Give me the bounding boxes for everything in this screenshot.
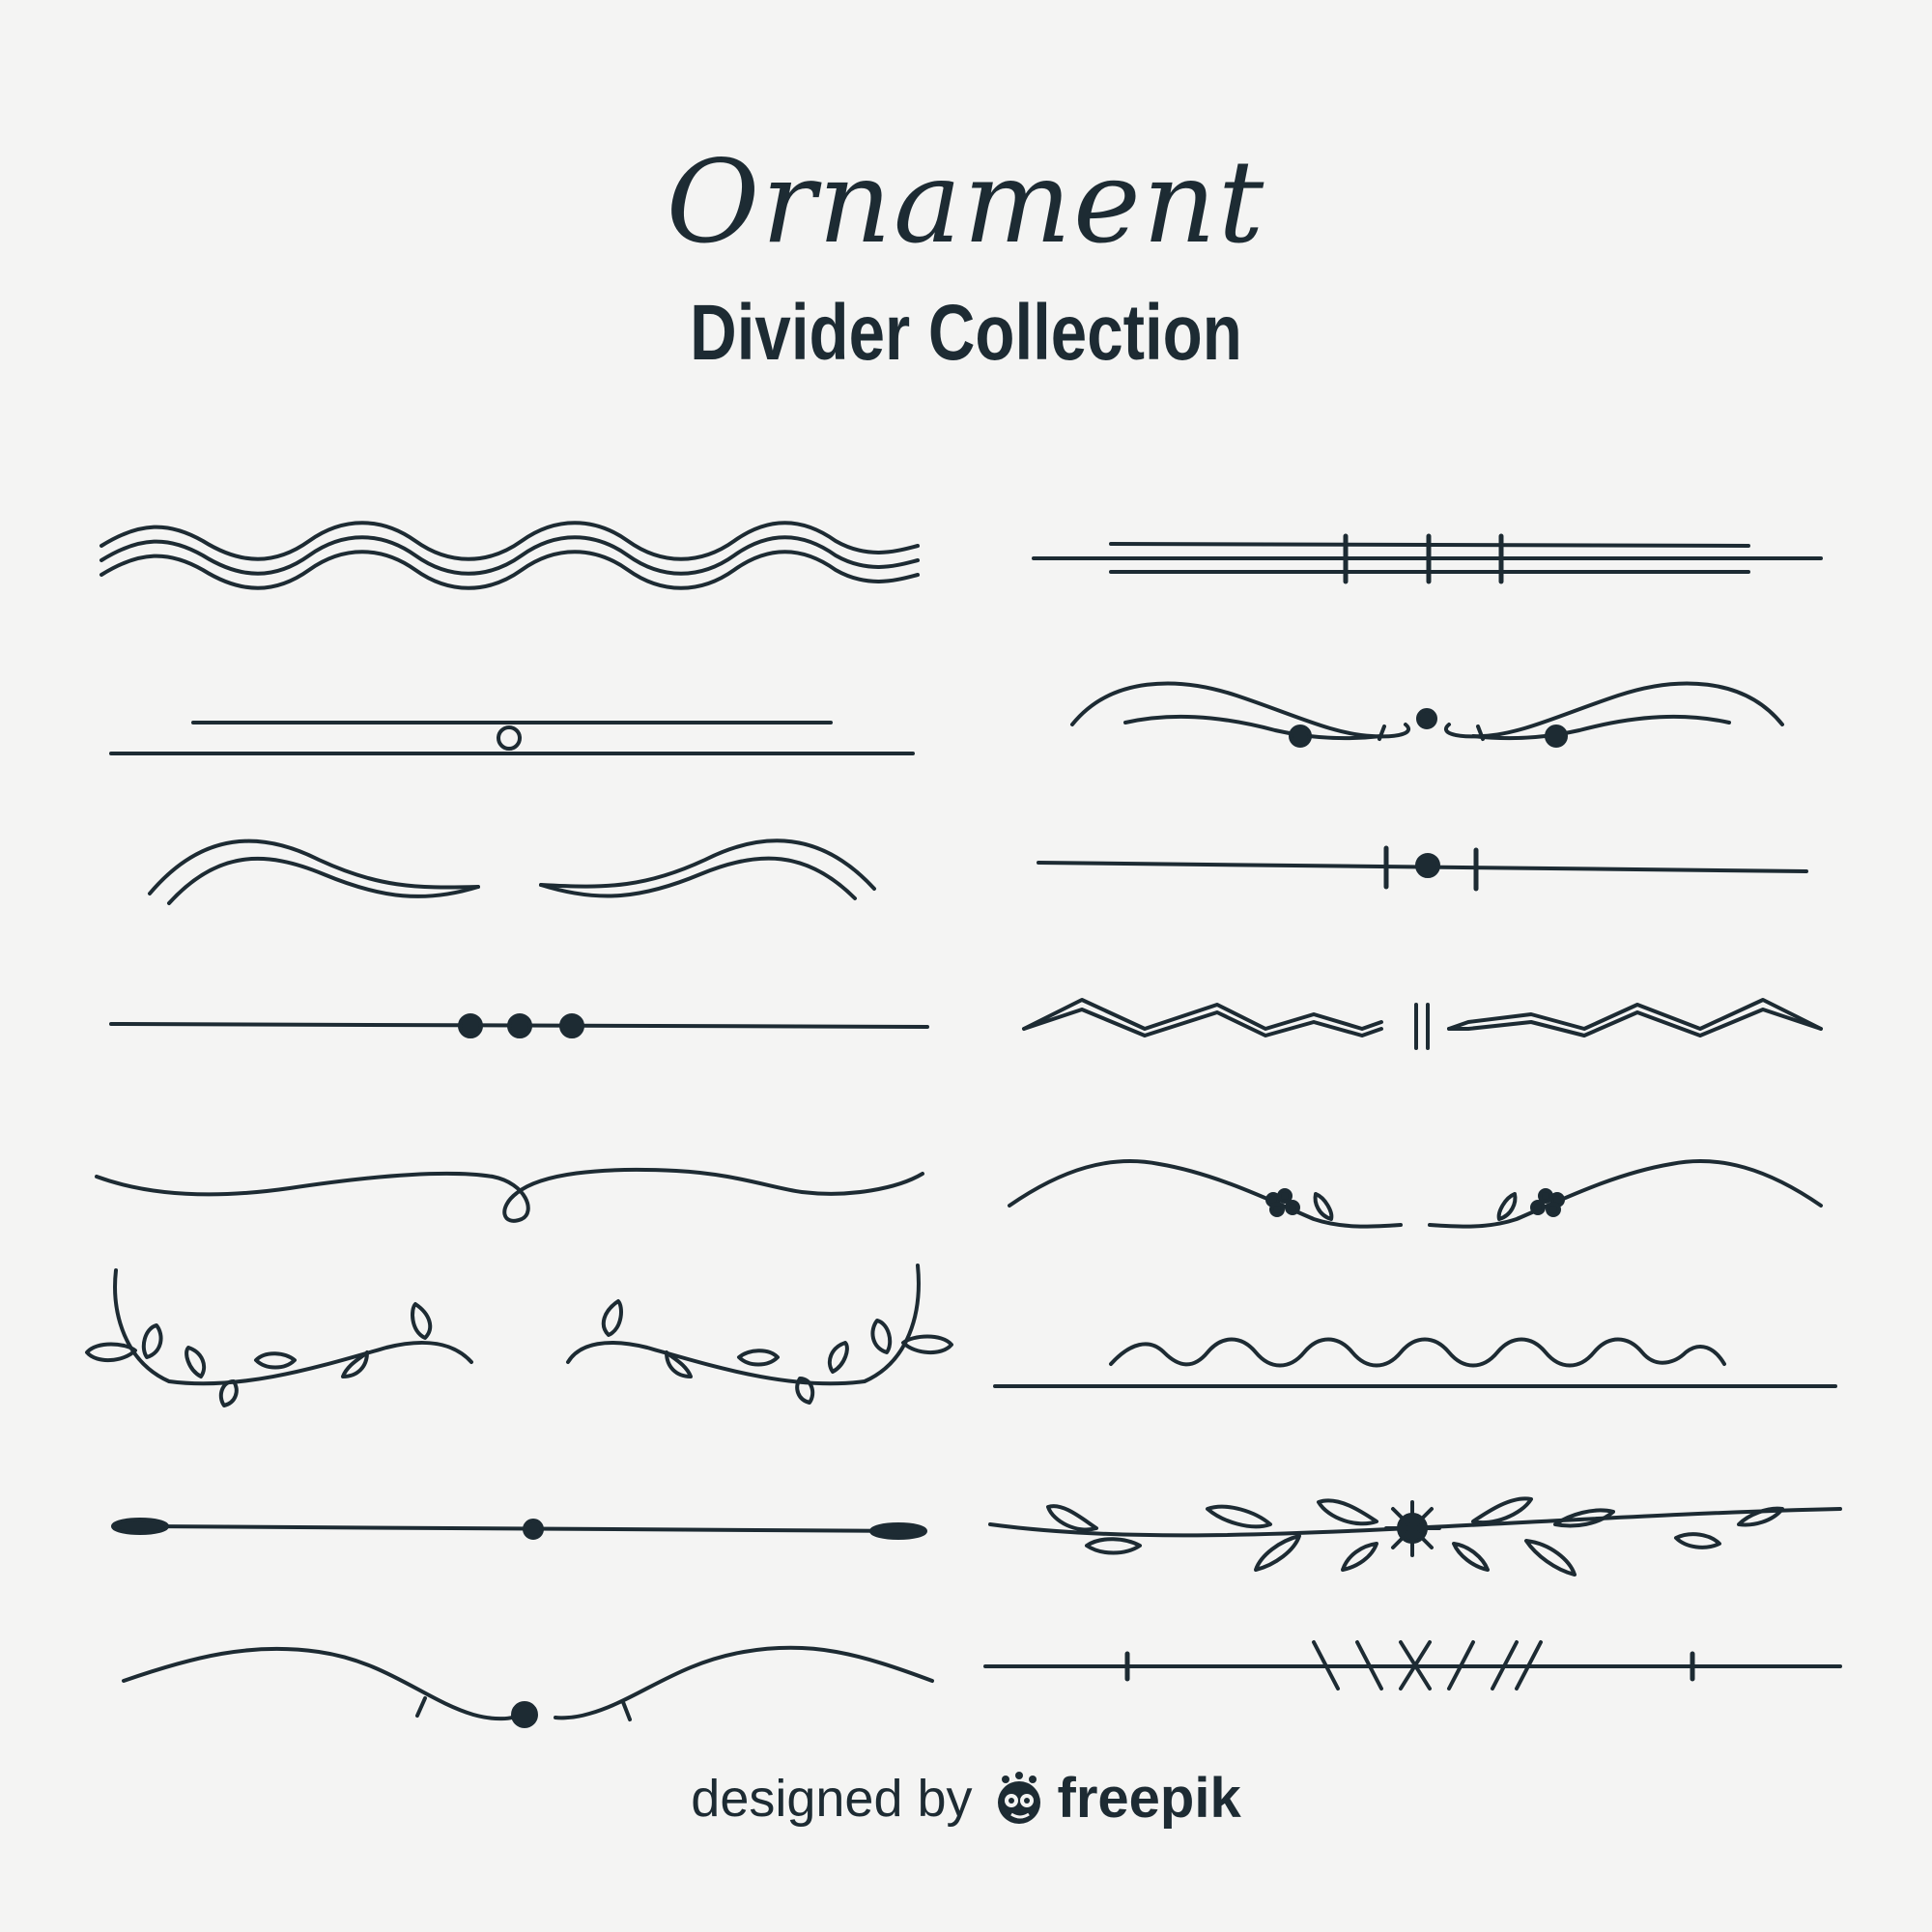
- floral-arc-divider: [1008, 1158, 1823, 1229]
- arc-dot-divider: [122, 1645, 934, 1728]
- leaf-flower-divider: [988, 1496, 1842, 1577]
- zigzag-divider: [1022, 998, 1823, 1050]
- page-subtitle: Divider Collection: [690, 289, 1242, 377]
- swoosh-pair-divider: [148, 838, 876, 905]
- line-dot-bars-divider: [1037, 845, 1808, 892]
- credit-line: designed by freepik: [0, 1766, 1932, 1831]
- wave-line-divider: [993, 1337, 1837, 1388]
- line-end-caps-divider: [111, 1518, 927, 1540]
- line-ring-divider: [109, 721, 915, 755]
- swirl-dots-divider: [1070, 681, 1784, 748]
- wave-triple-divider: [99, 521, 920, 590]
- cross-stitch-divider: [983, 1640, 1842, 1690]
- freepik-logo-icon: [997, 1771, 1040, 1824]
- freepik-brand: freepik: [1057, 1767, 1241, 1830]
- line-loop-divider: [95, 1167, 924, 1223]
- page-title: Ornament: [666, 135, 1266, 269]
- triple-line-bars-divider: [1032, 533, 1823, 584]
- line-three-dots-divider: [109, 1013, 929, 1038]
- designed-by-label: designed by: [691, 1769, 973, 1828]
- leaf-branch-divider: [85, 1264, 953, 1407]
